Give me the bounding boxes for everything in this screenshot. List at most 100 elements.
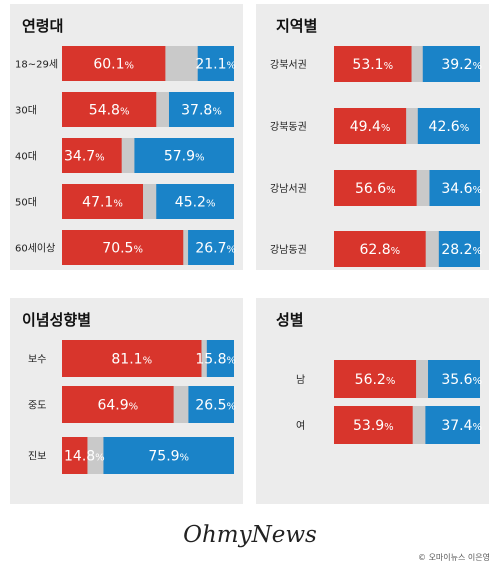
bar-red-segment — [334, 231, 426, 267]
value-label-red: 34.7% — [64, 149, 105, 165]
value-label-red-unit: % — [384, 422, 394, 433]
value-label-blue: 34.6% — [441, 181, 482, 197]
bar-blue-segment — [156, 184, 234, 219]
value-label-blue-unit: % — [226, 356, 236, 367]
bar-blue-segment — [206, 340, 234, 377]
bar-blue-segment — [197, 46, 234, 81]
value-label-red-unit: % — [95, 453, 105, 464]
panel-title-age: 연령대 — [22, 17, 64, 35]
value-label-blue: 75.9% — [148, 449, 189, 465]
bar-blue-segment — [103, 437, 235, 474]
value-label-red: 54.8% — [89, 103, 130, 119]
chart-gender: 남 56.2% 35.6%여 53.9% 37.4% — [296, 360, 482, 444]
category-label: 강북동권 — [270, 121, 307, 133]
bar-red-segment — [62, 230, 184, 265]
value-label-red-number: 62.8 — [360, 242, 391, 258]
bar-red-segment — [62, 92, 157, 127]
bar-red-segment — [334, 46, 412, 82]
value-label-red-unit: % — [386, 185, 396, 196]
chart-ideology: 보수 81.1% 15.8%중도 64.9% 26.5%진보 14.8% 75.9% — [28, 340, 236, 474]
bar-blue-segment — [134, 138, 234, 173]
value-label-blue: 42.6% — [429, 119, 470, 135]
value-label-red-unit: % — [391, 246, 401, 257]
value-label-blue-unit: % — [180, 453, 190, 464]
value-label-red: 64.9% — [97, 398, 138, 414]
value-label-blue: 26.7% — [195, 241, 236, 257]
value-label-blue-unit: % — [472, 246, 482, 257]
bar-red-segment — [62, 184, 144, 219]
panel-region: 지역별 강북서권 53.1% 39.2% 강북동권 49.4% 42.6% 강남서권 56.6… — [256, 4, 489, 270]
value-label-blue-number: 26.5 — [195, 398, 226, 414]
value-label-red: 70.5% — [102, 241, 143, 257]
value-label-blue: 35.6% — [441, 372, 482, 388]
ohmynews-logo: OhmyNews — [183, 522, 317, 548]
value-label-blue-unit: % — [460, 123, 470, 134]
value-label-red-number: 14.8 — [64, 449, 95, 465]
category-label: 강남동권 — [270, 244, 307, 256]
value-label-red-number: 54.8 — [89, 103, 120, 119]
bar-blue-segment — [168, 92, 234, 127]
bar-red-segment — [62, 340, 202, 377]
value-label-blue-unit: % — [195, 153, 205, 164]
bar-blue-segment — [422, 46, 480, 82]
value-label-blue-number: 37.4 — [441, 418, 472, 434]
value-label-red: 56.6% — [355, 181, 396, 197]
value-label-blue-number: 39.2 — [441, 57, 472, 73]
category-label: 보수 — [28, 354, 46, 366]
value-label-blue: 15.8% — [195, 352, 236, 368]
value-label-red-unit: % — [113, 199, 123, 210]
value-label-red-unit: % — [120, 107, 130, 118]
value-label-blue: 26.5% — [195, 398, 236, 414]
value-label-red: 53.1% — [352, 57, 393, 73]
bar-blue-segment — [425, 406, 480, 444]
category-label: 강북서권 — [270, 59, 307, 71]
value-label-red-number: 53.9 — [353, 418, 384, 434]
panel-age: 연령대 18~29세 60.1% 21.1% 30대 54.8% 37.8% 40대 34.7… — [10, 4, 243, 270]
value-label-blue-number: 75.9 — [148, 449, 179, 465]
value-label-blue-unit: % — [472, 422, 482, 433]
value-label-blue-number: 15.8 — [195, 352, 226, 368]
value-label-blue-number: 37.8 — [181, 103, 212, 119]
panel-ideology: 이념성향별 보수 81.1% 15.8% 중도 64.9% 26.5% 진보 14.8% 75.… — [10, 298, 243, 504]
value-label-red-unit: % — [386, 376, 396, 387]
panel-gender: 성별 남 56.2% 35.6% 여 53.9% 37.4% — [256, 298, 489, 504]
value-label-blue: 37.4% — [441, 418, 482, 434]
value-label-red: 47.1% — [82, 195, 123, 211]
bar-blue-segment — [429, 170, 480, 206]
bar-blue-segment — [428, 360, 480, 398]
value-label-red-unit: % — [129, 402, 139, 413]
category-label: 60세이상 — [15, 243, 55, 255]
value-label-blue-number: 57.9 — [164, 149, 195, 165]
value-label-red-number: 56.2 — [355, 372, 386, 388]
panel-title-region: 지역별 — [276, 17, 318, 35]
value-label-red-number: 56.6 — [355, 181, 386, 197]
value-label-red-number: 60.1 — [93, 57, 124, 73]
category-label: 중도 — [28, 400, 46, 412]
value-label-blue-number: 34.6 — [441, 181, 472, 197]
bar-blue-segment — [417, 108, 480, 144]
panel-title-ideology: 이념성향별 — [22, 311, 92, 329]
value-label-blue-unit: % — [226, 402, 236, 413]
value-label-blue-number: 28.2 — [441, 242, 472, 258]
value-label-blue-unit: % — [226, 61, 236, 72]
bar-red-segment — [334, 360, 417, 398]
value-label-red-number: 47.1 — [82, 195, 113, 211]
value-label-red-unit: % — [125, 61, 135, 72]
value-label-blue-number: 35.6 — [441, 372, 472, 388]
category-label: 진보 — [28, 451, 46, 463]
value-label-blue-unit: % — [226, 245, 236, 256]
value-label-red: 60.1% — [93, 57, 134, 73]
bar-blue-segment — [438, 231, 480, 267]
value-label-red-number: 81.1 — [111, 352, 142, 368]
bar-red-segment — [334, 406, 413, 444]
value-label-red: 14.8% — [64, 449, 105, 465]
value-label-blue: 37.8% — [181, 103, 222, 119]
value-label-blue-unit: % — [212, 107, 222, 118]
category-label: 18~29세 — [15, 59, 58, 71]
value-label-red: 81.1% — [111, 352, 152, 368]
bar-blue-segment — [188, 230, 234, 265]
value-label-red-unit: % — [384, 61, 394, 72]
value-label-blue-number: 42.6 — [429, 119, 460, 135]
value-label-red-unit: % — [95, 153, 105, 164]
value-label-blue: 45.2% — [175, 195, 216, 211]
